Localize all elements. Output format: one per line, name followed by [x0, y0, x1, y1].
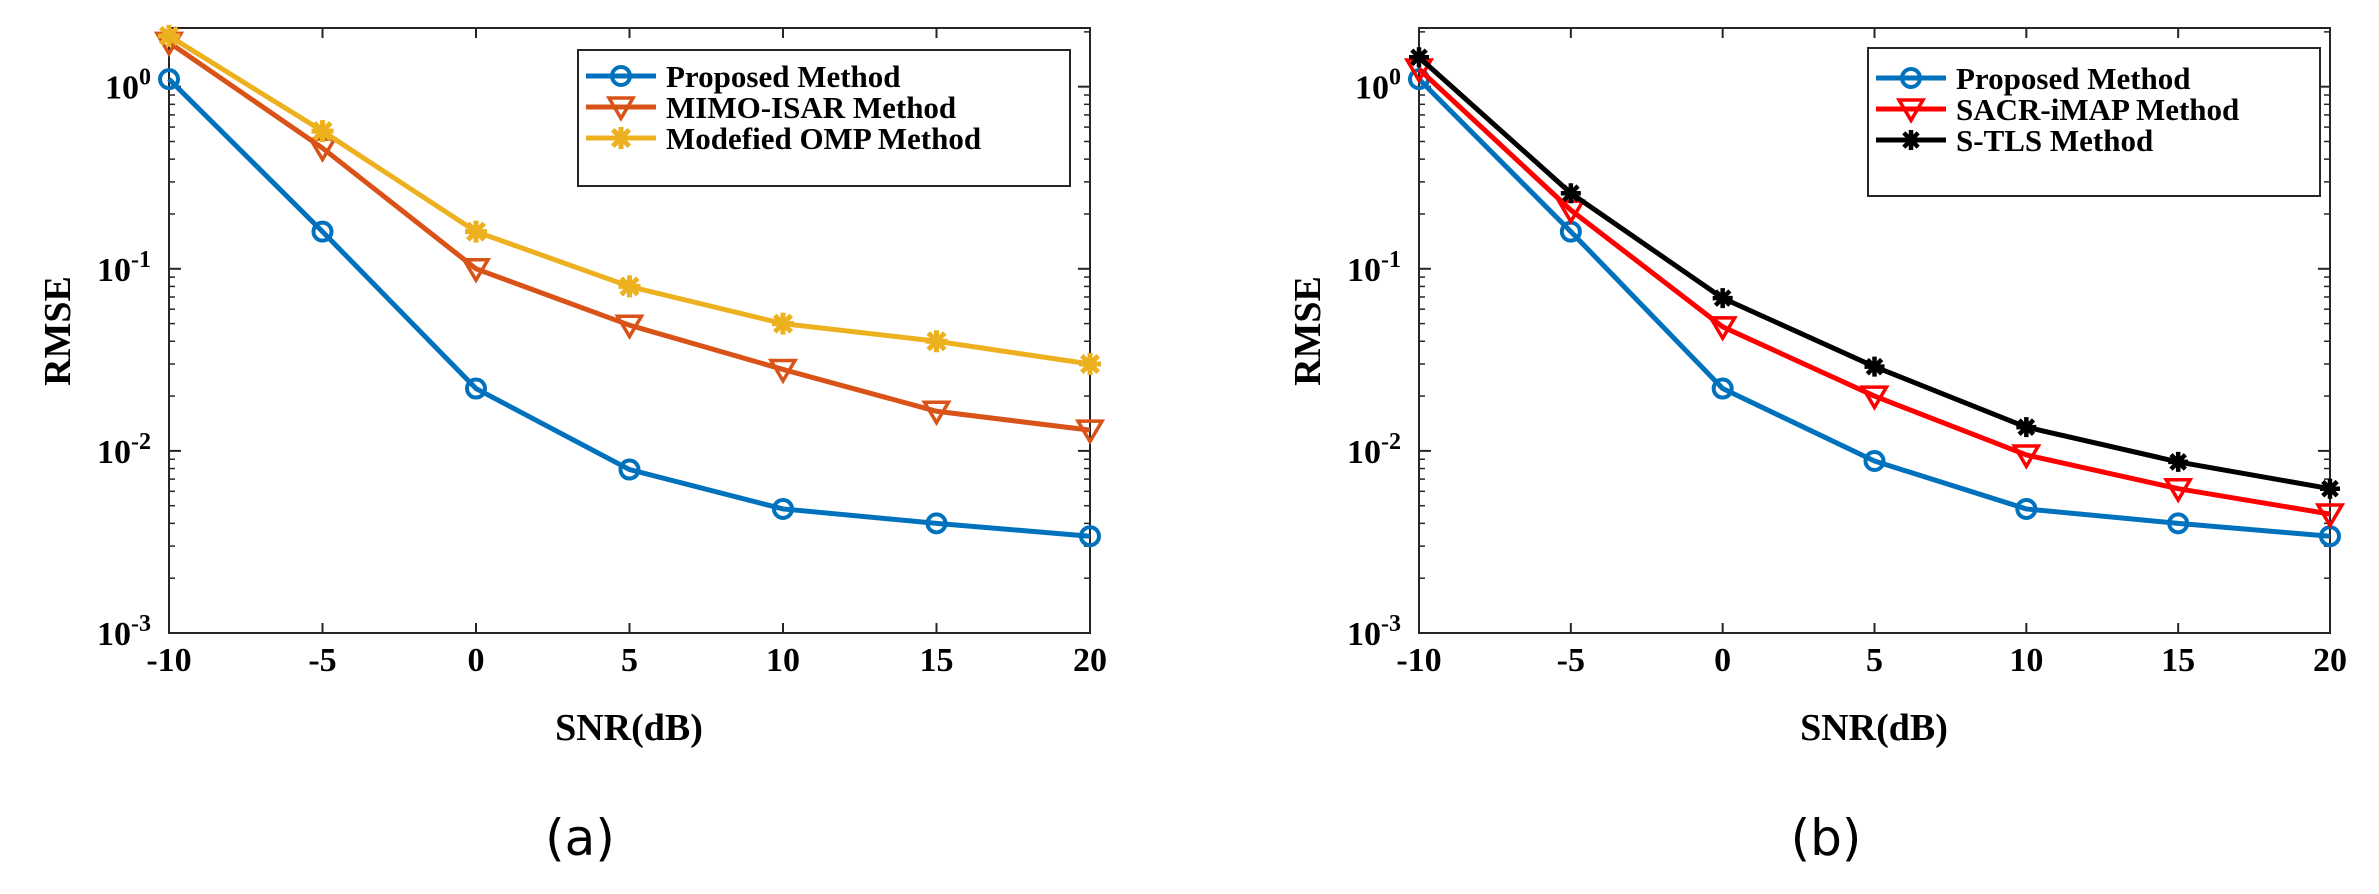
x-tick-label: 20: [1073, 642, 1107, 679]
x-tick-label: 0: [468, 642, 485, 679]
legend-swatch-marker: [610, 65, 632, 87]
panel-caption: (a): [545, 809, 615, 867]
legend-label: SACR-iMAP Method: [1956, 92, 2239, 127]
data-point: [618, 458, 641, 481]
legend-swatch-marker: [605, 96, 637, 122]
legend-label: Proposed Method: [666, 59, 901, 94]
data-point: [2163, 477, 2194, 504]
panel-caption: (b): [1791, 809, 1862, 867]
x-tick-label: -10: [1396, 642, 1441, 679]
x-tick-label: 0: [1714, 642, 1731, 679]
data-point: [772, 312, 794, 335]
legend-box: [1867, 47, 2321, 197]
data-point: [2011, 444, 2042, 470]
legend-label: Proposed Method: [1956, 61, 2191, 96]
legend-swatch-marker: [1900, 67, 1922, 89]
y-tick-label: 100: [1355, 65, 1401, 107]
data-point: [618, 275, 641, 298]
data-point: [614, 314, 645, 341]
data-point: [158, 68, 180, 91]
data-point: [925, 330, 948, 353]
y-axis-label: RMSE: [37, 276, 79, 386]
y-tick-label: 10-1: [97, 247, 151, 289]
x-tick-label: 5: [1866, 642, 1883, 679]
data-point: [1859, 385, 1890, 411]
data-point: [465, 377, 487, 400]
x-tick-labels: -10 -5 0 5 10 15 20: [1396, 642, 2347, 679]
data-point: [2320, 478, 2340, 499]
data-point: [2015, 497, 2038, 520]
series-s-tls-method: [1409, 47, 2340, 499]
x-tick-label: -10: [146, 642, 191, 679]
chart-panel-b: -10 -5 0 5 10 15 20 100 10-1 10-2 10-3 SNR(dB) RM…: [1287, 27, 2347, 867]
data-point: [2167, 512, 2190, 535]
x-tick-label: 15: [920, 642, 954, 679]
data-point: [1864, 356, 1885, 377]
data-point: [2314, 503, 2346, 529]
x-axis-label: SNR(dB): [1800, 707, 1948, 749]
legend-box: [577, 49, 1071, 187]
y-tick-labels: 100 10-1 10-2 10-3: [1347, 65, 1401, 653]
data-point: [311, 220, 334, 243]
data-point: [465, 220, 487, 243]
data-point: [767, 358, 799, 385]
data-point: [1409, 47, 1429, 68]
data-point: [311, 120, 334, 143]
legend-swatch-marker: [610, 127, 632, 149]
legend-label: Modefied OMP Method: [666, 121, 981, 156]
series-line: [167, 77, 1091, 539]
data-point: [1074, 419, 1106, 445]
data-point: [921, 400, 952, 427]
series-modefied-omp-method: [158, 24, 1101, 376]
y-tick-label: 10-2: [97, 429, 151, 471]
series-layer: [1403, 47, 2346, 548]
x-tick-label: -5: [1557, 642, 1585, 679]
x-tick-label: 15: [2161, 642, 2195, 679]
legend-label: S-TLS Method: [1956, 123, 2153, 158]
data-point: [1079, 353, 1101, 376]
data-point: [158, 24, 180, 47]
x-tick-label: -5: [308, 642, 336, 679]
y-tick-label: 10-1: [1347, 247, 1401, 289]
legend-label: MIMO-ISAR Method: [666, 90, 956, 125]
series-line: [1417, 67, 2331, 517]
y-tick-label: 10-3: [97, 611, 151, 653]
chart-panel-a: -10 -5 0 5 10 15 20 100 10-1 10-2 10-3 SNR(dB) RM…: [37, 24, 1107, 867]
y-tick-label: 100: [105, 65, 151, 107]
y-tick-label: 10-2: [1347, 429, 1401, 471]
y-tick-labels: 100 10-1 10-2 10-3: [97, 65, 151, 653]
data-point: [1711, 377, 1734, 400]
legend-swatch-marker: [1901, 130, 1921, 150]
data-point: [1079, 525, 1101, 548]
axis-ticks: [1418, 28, 2331, 634]
y-tick-label: 10-3: [1347, 611, 1401, 653]
x-tick-label: 10: [2009, 642, 2043, 679]
data-point: [772, 497, 794, 520]
data-point: [460, 258, 492, 284]
x-tick-label: 5: [621, 642, 638, 679]
y-axis-label: RMSE: [1287, 276, 1329, 386]
series-layer: [153, 24, 1106, 548]
data-point: [1560, 183, 1581, 204]
data-point: [1707, 316, 1738, 342]
data-point: [2016, 417, 2037, 438]
series-line: [167, 40, 1091, 433]
x-axis-label: SNR(dB): [555, 707, 703, 749]
x-tick-label: 20: [2313, 642, 2347, 679]
data-point: [925, 512, 948, 535]
data-point: [2168, 451, 2189, 472]
x-tick-label: 10: [766, 642, 800, 679]
series-line: [1417, 77, 2331, 539]
data-point: [1863, 450, 1886, 473]
series-proposed-method: [158, 68, 1101, 548]
legend-swatch-marker: [1895, 98, 1927, 124]
x-tick-labels: -10 -5 0 5 10 15 20: [146, 642, 1107, 679]
data-point: [1712, 288, 1733, 309]
